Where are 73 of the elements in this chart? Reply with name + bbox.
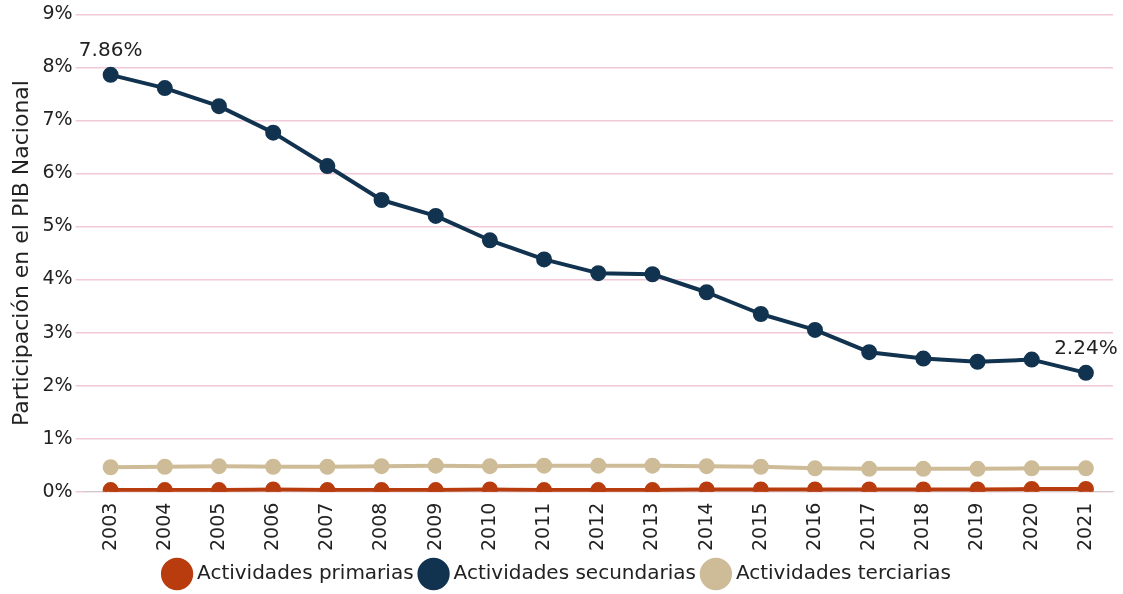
point (807, 460, 823, 477)
y-tick-label: 9% (42, 1, 73, 24)
point (969, 353, 986, 370)
point (698, 284, 715, 301)
y-tick-label: 8% (42, 54, 73, 77)
x-tick-label: 2006 (260, 502, 283, 552)
point (861, 460, 878, 477)
point (807, 321, 823, 338)
x-tick-label: 2013 (639, 502, 662, 552)
x-tick-label: 2003 (97, 502, 120, 552)
x-tick-label: 2017 (856, 502, 879, 552)
point (698, 458, 715, 475)
point (590, 457, 607, 474)
x-tick-label: 2011 (531, 502, 554, 552)
point (969, 460, 986, 477)
x-tick-label: 2007 (314, 502, 337, 552)
point (481, 458, 498, 475)
x-tick-label: 2014 (693, 502, 716, 552)
y-axis-title: Participación en el PIB Nacional (7, 80, 33, 426)
y-tick-label: 3% (42, 319, 73, 342)
point (373, 192, 390, 208)
x-tick-label: 2005 (205, 502, 228, 552)
x-tick-label: 2018 (910, 502, 933, 552)
point (102, 66, 119, 83)
x-tick-label: 2012 (585, 502, 608, 552)
x-tick-label: 2004 (151, 502, 174, 552)
point (319, 158, 336, 175)
x-tick-label: 2009 (422, 502, 445, 552)
y-tick-label: 4% (42, 266, 73, 289)
point (1077, 364, 1094, 381)
point (265, 458, 282, 475)
legend-label: Actividades primarias (197, 560, 414, 585)
x-tick-label: 2016 (801, 502, 824, 552)
point (319, 458, 336, 475)
point (427, 457, 444, 474)
point (211, 458, 227, 475)
point (644, 266, 661, 283)
x-tick-label: 2021 (1072, 502, 1095, 552)
legend-label: Actividades terciarias (735, 560, 951, 585)
annotation: 2.24% (1054, 335, 1118, 360)
y-tick-label: 2% (42, 372, 73, 395)
point (102, 459, 119, 476)
point (265, 124, 282, 141)
x-tick-label: 2019 (964, 502, 987, 552)
point (536, 457, 553, 474)
x-tick-label: 2010 (476, 502, 499, 552)
y-tick-label: 0% (42, 478, 73, 501)
point (1023, 351, 1040, 368)
y-tick-label: 5% (42, 213, 73, 236)
point (752, 458, 769, 475)
point (915, 350, 932, 367)
annotation: 7.86% (78, 37, 143, 62)
point (1077, 460, 1094, 477)
point (427, 207, 444, 224)
point (156, 80, 173, 97)
point (752, 306, 769, 323)
y-tick-label: 6% (42, 160, 73, 183)
x-tick-label: 2008 (368, 502, 391, 552)
point (481, 232, 498, 249)
point (211, 98, 227, 115)
y-tick-label: 1% (42, 425, 73, 448)
x-tick-label: 2015 (747, 502, 770, 552)
point (590, 265, 607, 282)
x-tick-label: 2020 (1018, 502, 1041, 552)
legend-label: Actividades secundarias (453, 560, 696, 585)
point (1023, 460, 1040, 477)
point (915, 460, 932, 477)
point (373, 458, 390, 475)
point (536, 251, 553, 268)
point (644, 457, 661, 474)
y-tick-label: 7% (42, 107, 73, 130)
point (156, 458, 173, 475)
point (861, 344, 878, 361)
